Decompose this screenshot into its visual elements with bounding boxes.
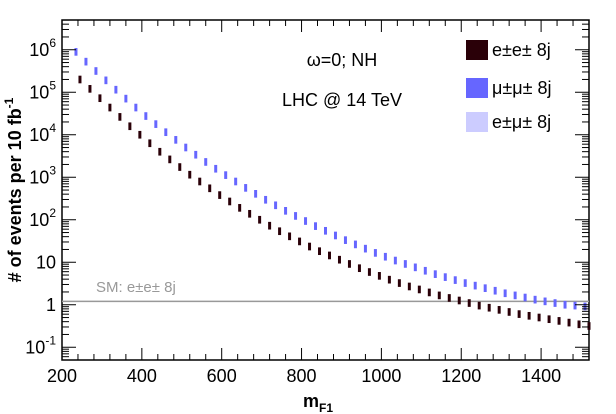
y-tick-label: 10-1 bbox=[25, 333, 56, 357]
x-tick-label: 800 bbox=[287, 366, 317, 386]
x-tick-label: 1400 bbox=[521, 366, 561, 386]
y-tick-label: 10 bbox=[36, 252, 56, 272]
y-axis-title-sup: -1 bbox=[2, 97, 16, 108]
x-tick-label: 400 bbox=[127, 366, 157, 386]
sm-line-group: SM: e±e± 8j bbox=[62, 279, 589, 303]
legend-label: e±e± 8j bbox=[492, 40, 551, 60]
legend-label: e±μ± 8j bbox=[492, 112, 551, 132]
y-tick-label: 103 bbox=[29, 163, 56, 187]
y-tick-label: 105 bbox=[29, 78, 56, 102]
y-tick-label: 102 bbox=[29, 206, 56, 230]
x-tick-label: 600 bbox=[207, 366, 237, 386]
series-layer bbox=[74, 48, 591, 330]
x-tick-label: 200 bbox=[47, 366, 77, 386]
y-axis: 10-1 1 10 102 103 104 105 106 bbox=[25, 19, 589, 357]
x-axis-title-sub: F1 bbox=[319, 401, 333, 414]
x-axis-title: mF1 bbox=[303, 391, 333, 414]
y-axis-title: # of events per 10 fb-1 bbox=[2, 97, 25, 282]
legend-swatch bbox=[466, 78, 488, 98]
legend-swatch bbox=[466, 112, 488, 132]
y-tick-label: 1 bbox=[46, 295, 56, 315]
y-tick-label: 106 bbox=[29, 36, 56, 60]
annotation-omega: ω=0; NH bbox=[307, 50, 378, 70]
y-tick-label: 104 bbox=[29, 121, 56, 145]
x-tick-label: 1000 bbox=[361, 366, 401, 386]
legend-swatch bbox=[466, 40, 488, 60]
legend-label: μ±μ± 8j bbox=[492, 78, 552, 98]
x-axis: 200 400 600 800 1000 1200 1400 bbox=[47, 20, 590, 386]
annotation-lhc: LHC @ 14 TeV bbox=[282, 90, 402, 110]
x-tick-label: 1200 bbox=[441, 366, 481, 386]
legend: e±e± 8j μ±μ± 8j e±μ± 8j bbox=[466, 40, 552, 132]
sm-label: SM: e±e± 8j bbox=[96, 279, 176, 296]
